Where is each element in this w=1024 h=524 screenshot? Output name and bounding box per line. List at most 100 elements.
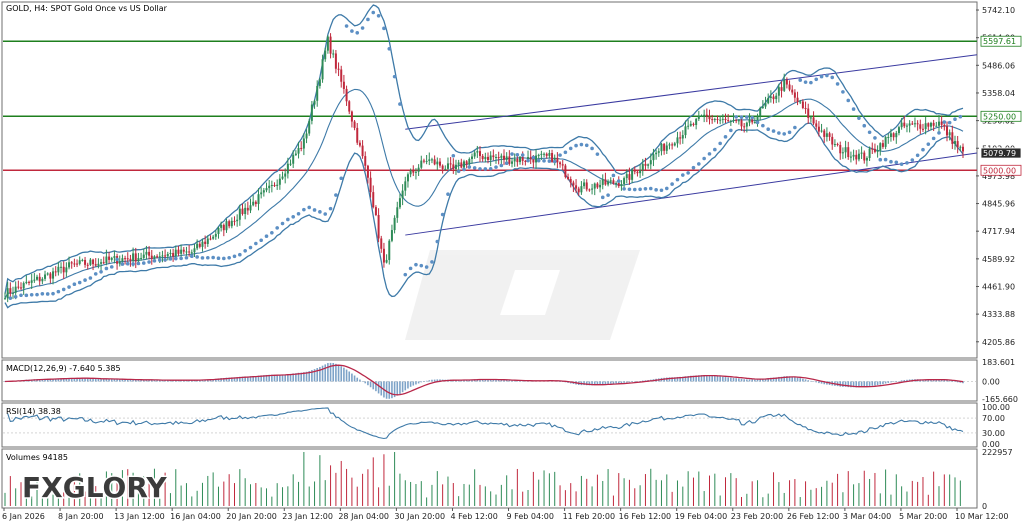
parabolic-sar-dot	[542, 159, 546, 163]
parabolic-sar-dot	[921, 147, 925, 152]
candle-body	[113, 256, 116, 258]
candle-body	[33, 279, 36, 281]
macd-histogram-bar	[420, 381, 423, 383]
macd-histogram-bar	[223, 377, 225, 382]
macd-histogram-bar	[343, 367, 345, 382]
parabolic-sar-dot	[280, 221, 285, 226]
candle-body	[825, 133, 828, 137]
candle-body	[196, 243, 199, 249]
candle-body	[308, 120, 311, 134]
parabolic-sar-dot	[611, 173, 616, 178]
candle-body	[844, 147, 847, 153]
parabolic-sar-dot	[456, 169, 461, 174]
macd-histogram-bar	[818, 381, 820, 384]
macd-histogram-bar	[943, 379, 946, 382]
candle-body	[326, 36, 329, 51]
parabolic-sar-dot	[851, 107, 856, 111]
macd-histogram-bar	[492, 379, 495, 382]
macd-histogram-bar	[668, 377, 671, 382]
macd-histogram-bar	[775, 377, 778, 382]
candle-body	[540, 153, 543, 155]
axes: 5742.105614.005486.065358.045230.025102.…	[2, 6, 1022, 521]
price-tick-label: 4845.96	[982, 200, 1015, 209]
macd-histogram-bar	[735, 378, 737, 382]
candle-body	[172, 252, 175, 257]
parabolic-sar-dot	[115, 257, 119, 262]
parabolic-sar-dot	[35, 292, 39, 297]
parabolic-sar-dot	[606, 193, 610, 197]
candle-body	[548, 153, 551, 156]
candle-body	[302, 138, 305, 149]
macd-histogram-bar	[956, 381, 959, 383]
macd-histogram-bar	[497, 379, 500, 382]
parabolic-sar-dot	[211, 255, 215, 260]
macd-histogram-bar	[311, 370, 313, 382]
candle-body	[41, 278, 44, 282]
macd-histogram-bar	[260, 375, 262, 382]
candle-body	[28, 281, 31, 283]
candle-body	[492, 155, 495, 158]
parabolic-sar-dot	[547, 159, 552, 163]
candle-body	[628, 174, 631, 180]
macd-histogram-bar	[439, 379, 441, 382]
rsi-label: RSI(14) 38.38	[6, 407, 61, 416]
candle-body	[468, 158, 471, 165]
candle-body	[495, 157, 498, 159]
candle-body	[369, 177, 372, 193]
macd-histogram-bar	[284, 374, 286, 382]
candle-body	[60, 266, 63, 268]
candle-body	[593, 183, 596, 189]
candle-body	[959, 146, 962, 148]
candle-body	[150, 255, 153, 259]
candle-body	[268, 185, 271, 189]
macd-histogram-bar	[508, 380, 511, 382]
macd-histogram-bar	[636, 381, 639, 382]
candle-body	[396, 207, 399, 218]
parabolic-sar-dot	[915, 153, 920, 158]
parabolic-sar-dot	[926, 142, 931, 146]
macd-histogram-bar	[762, 378, 764, 382]
candle-body	[833, 144, 836, 146]
parabolic-sar-dot	[536, 158, 541, 163]
macd-histogram-bar	[524, 381, 527, 382]
parabolic-sar-dot	[350, 29, 354, 33]
time-axis-label: 23 Jan 12:00	[282, 512, 333, 521]
macd-histogram-bar	[799, 378, 802, 382]
parabolic-sar-dot	[745, 115, 749, 119]
macd-histogram-bar	[164, 380, 166, 382]
macd-histogram-bar	[361, 381, 364, 382]
price-level-tag	[980, 110, 1022, 122]
parabolic-sar-dot	[88, 276, 93, 280]
macd-histogram-bar	[852, 381, 855, 388]
candle-body	[599, 184, 602, 188]
candle-body	[470, 156, 473, 159]
macd-histogram-bar	[588, 381, 591, 386]
macd-histogram-bar	[76, 378, 78, 382]
candle-body	[132, 253, 135, 261]
candle-body	[841, 152, 844, 154]
macd-histogram-bar	[623, 381, 625, 383]
macd-histogram-bar	[337, 364, 340, 382]
macd-histogram-bar	[722, 376, 724, 382]
macd-histogram-bar	[236, 377, 238, 382]
macd-histogram-bar	[671, 377, 673, 382]
candle-body	[689, 123, 692, 126]
parabolic-sar-dot	[681, 173, 685, 177]
parabolic-sar-dot	[157, 258, 162, 262]
parabolic-sar-dot	[766, 127, 770, 132]
macd-histogram-bar	[612, 381, 615, 384]
macd-histogram-bar	[263, 375, 265, 382]
parabolic-sar-dot	[958, 114, 963, 119]
macd-histogram-bar	[102, 379, 105, 382]
macd-histogram-bar	[81, 377, 84, 382]
macd-histogram-bar	[633, 381, 636, 382]
macd-histogram-bar	[511, 380, 513, 382]
candle-body	[681, 135, 684, 139]
parabolic-sar-dot	[195, 255, 199, 259]
macd-histogram-bar	[767, 378, 769, 382]
candle-body	[567, 176, 570, 180]
parabolic-sar-dot	[45, 292, 50, 296]
candle-body	[823, 130, 826, 137]
macd-histogram-bar	[281, 374, 284, 382]
